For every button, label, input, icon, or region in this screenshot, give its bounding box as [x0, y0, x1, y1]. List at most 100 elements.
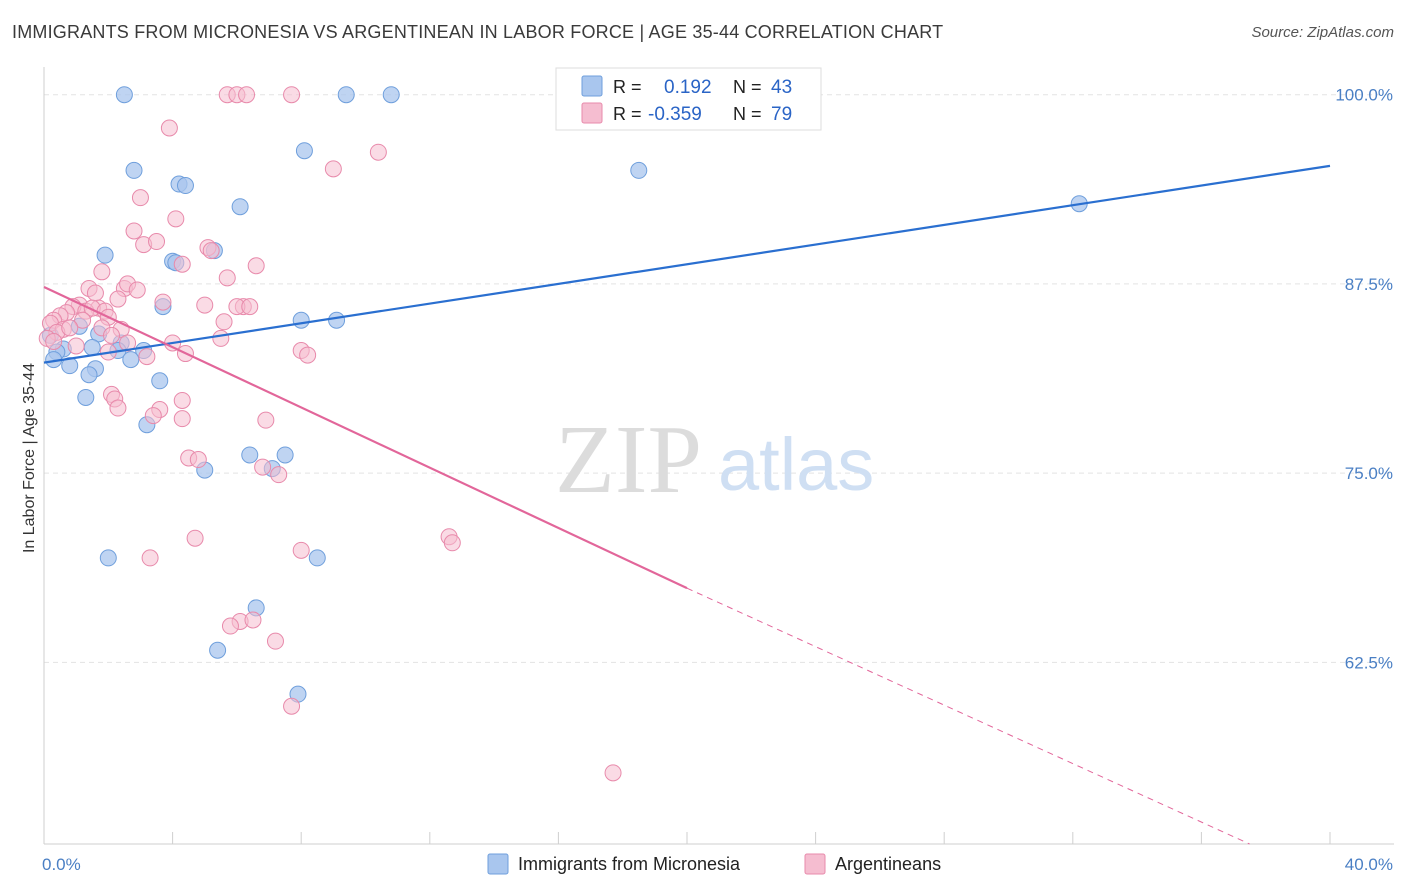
y-tick-label-3: 100.0%: [1335, 86, 1393, 105]
point-micronesia-30: [80, 366, 98, 384]
point-argentinean-65: [173, 410, 191, 428]
point-micronesia-4: [630, 161, 648, 179]
point-argentinean-73: [443, 534, 461, 552]
point-micronesia-38: [99, 549, 117, 567]
watermark-atlas: atlas: [718, 423, 874, 506]
point-micronesia-2: [382, 86, 400, 104]
point-argentinean-39: [74, 311, 92, 329]
point-argentinean-71: [186, 529, 204, 547]
point-argentinean-2: [238, 86, 256, 104]
point-micronesia-3: [295, 142, 313, 160]
point-argentinean-11: [148, 233, 166, 251]
point-argentinean-21: [128, 281, 146, 299]
x-tick-label-1: 40.0%: [1345, 855, 1393, 874]
trend-line-0: [43, 164, 1331, 364]
point-argentinean-53: [67, 337, 85, 355]
x-tick-label-0: 0.0%: [42, 855, 81, 874]
axes: [43, 67, 1394, 845]
trend-lines: [43, 164, 1331, 845]
point-argentinean-77: [244, 611, 262, 629]
bottom-legend-label-argentineans: Argentineans: [835, 854, 941, 874]
point-argentinean-29: [241, 298, 259, 316]
point-micronesia-27: [122, 351, 140, 369]
point-argentinean-79: [266, 632, 284, 650]
y-tick-label-2: 87.5%: [1345, 275, 1393, 294]
point-argentinean-14: [247, 257, 265, 275]
point-argentinean-68: [189, 451, 207, 469]
point-micronesia-31: [151, 372, 169, 390]
y-tick-label-1: 75.0%: [1345, 464, 1393, 483]
legend-n-label-2: N =: [733, 104, 762, 124]
point-argentinean-23: [154, 293, 172, 311]
legend-r-value-1: 0.192: [664, 77, 712, 98]
point-argentinean-4: [160, 119, 178, 137]
point-micronesia-5: [125, 161, 143, 179]
y-axis-label: In Labor Force | Age 35-44: [21, 363, 38, 553]
point-argentinean-57: [299, 346, 317, 364]
point-argentinean-9: [125, 222, 143, 240]
point-micronesia-10: [96, 246, 114, 264]
point-argentinean-81: [604, 764, 622, 782]
point-argentinean-44: [61, 319, 79, 337]
point-argentinean-62: [109, 399, 127, 417]
x-tick-labels: 0.0% 40.0%: [42, 855, 1393, 874]
legend-n-label-1: N =: [733, 77, 762, 97]
series-micronesia: [41, 86, 1088, 703]
point-micronesia-34: [241, 446, 259, 464]
legend-r-label-2: R =: [613, 104, 642, 124]
legend-r-value-2: -0.359: [648, 104, 702, 125]
series-argentineans: [38, 86, 622, 782]
point-argentinean-15: [173, 255, 191, 273]
legend-n-value-1: 43: [771, 77, 792, 98]
point-argentinean-61: [173, 391, 191, 409]
point-argentinean-16: [93, 263, 111, 281]
point-argentinean-5: [369, 143, 387, 161]
point-micronesia-15: [292, 311, 310, 329]
point-argentinean-13: [202, 242, 220, 260]
y-tick-labels: 62.5% 75.0% 87.5% 100.0%: [1335, 86, 1393, 673]
point-argentinean-78: [221, 617, 239, 635]
legend-r-label-1: R =: [613, 77, 642, 97]
y-tick-label-0: 62.5%: [1345, 653, 1393, 672]
point-argentinean-49: [45, 332, 63, 350]
trend-line-2: [686, 587, 1250, 845]
grid: [44, 94, 1394, 663]
point-argentinean-26: [196, 296, 214, 314]
point-argentinean-80: [283, 697, 301, 715]
point-argentinean-75: [141, 549, 159, 567]
point-argentinean-22: [86, 284, 104, 302]
point-micronesia-32: [77, 388, 95, 406]
point-micronesia-0: [115, 86, 133, 104]
point-argentinean-74: [292, 541, 310, 559]
point-argentinean-6: [324, 160, 342, 178]
source-credit: Source: ZipAtlas.com: [1251, 24, 1394, 41]
chart-title: IMMIGRANTS FROM MICRONESIA VS ARGENTINEA…: [12, 22, 944, 42]
legend-swatch-micronesia: [581, 75, 603, 97]
point-micronesia-39: [308, 549, 326, 567]
point-micronesia-1: [337, 86, 355, 104]
watermark-zip: ZIP: [555, 406, 702, 514]
trend-line-1: [43, 285, 688, 590]
point-argentinean-3: [283, 86, 301, 104]
point-argentinean-70: [270, 466, 288, 484]
point-micronesia-21: [83, 338, 101, 356]
bottom-legend-swatch-argentineans: [804, 853, 826, 875]
bottom-legend: Immigrants from Micronesia Argentineans: [487, 853, 941, 875]
point-argentinean-25: [109, 290, 127, 308]
point-argentinean-64: [144, 407, 162, 425]
point-argentinean-66: [257, 411, 275, 429]
point-micronesia-8: [231, 198, 249, 216]
point-micronesia-16: [328, 311, 346, 329]
point-micronesia-7: [176, 177, 194, 195]
bottom-legend-label-micronesia: Immigrants from Micronesia: [518, 854, 741, 874]
legend-n-value-2: 79: [771, 104, 792, 125]
watermark: ZIP atlas: [555, 406, 874, 514]
legend-swatch-argentineans: [581, 102, 603, 124]
point-micronesia-35: [276, 446, 294, 464]
point-argentinean-8: [167, 210, 185, 228]
point-argentinean-58: [138, 348, 156, 366]
point-argentinean-40: [215, 313, 233, 331]
point-argentinean-47: [103, 326, 121, 344]
bottom-legend-swatch-micronesia: [487, 853, 509, 875]
